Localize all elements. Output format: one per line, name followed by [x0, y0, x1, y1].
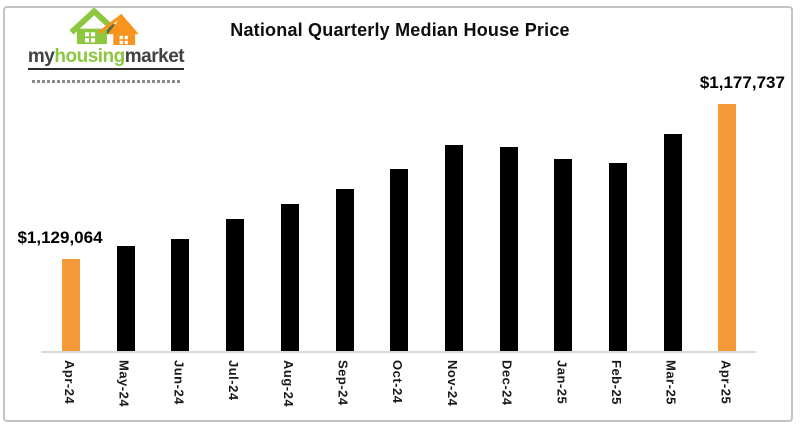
bar-Jan-25[interactable]: [554, 158, 573, 351]
bar-Sep-24[interactable]: [335, 188, 354, 351]
data-label-Apr-25: $1,177,737: [699, 73, 785, 92]
bar-Aug-24[interactable]: [280, 203, 299, 351]
logo-word-market: market: [124, 46, 185, 67]
bar-Jul-24[interactable]: [226, 218, 245, 351]
x-tick-Apr-24: Apr-24: [62, 360, 77, 405]
bar-Nov-24[interactable]: [444, 144, 463, 351]
x-tick-Jul-24: Jul-24: [226, 360, 242, 401]
logo-wordmark: myhousingmarket: [27, 46, 185, 70]
logo-word-my: my: [27, 46, 55, 67]
chart-title: National Quarterly Median House Price: [230, 20, 570, 40]
x-tick-Apr-25: Apr-25: [718, 360, 734, 405]
bar-Jun-24[interactable]: [171, 238, 190, 351]
x-tick-May-24: May-24: [116, 360, 132, 408]
x-axis-line: [41, 351, 756, 353]
bar-Mar-25[interactable]: [663, 133, 682, 351]
x-tick-Feb-25: Feb-25: [609, 360, 624, 405]
bar-Dec-24[interactable]: [499, 147, 518, 351]
x-tick-Sep-24: Sep-24: [335, 360, 351, 406]
x-tick-Jun-24: Jun-24: [171, 360, 187, 405]
bar-Apr-25[interactable]: [718, 104, 737, 351]
bar-Feb-25[interactable]: [609, 162, 627, 351]
data-label-Apr-24: $1,129,064: [17, 227, 103, 247]
bar-Oct-24[interactable]: [390, 168, 409, 351]
x-tick-Mar-25: Mar-25: [663, 360, 679, 405]
x-tick-Jan-25: Jan-25: [554, 360, 570, 405]
logo-houses-icon: [69, 7, 139, 45]
bar-May-24[interactable]: [116, 245, 135, 351]
logo: myhousingmarket: [24, 4, 188, 88]
x-tick-Dec-24: Dec-24: [499, 360, 515, 406]
x-tick-Aug-24: Aug-24: [280, 360, 296, 408]
logo-tagline: [32, 80, 180, 83]
x-tick-Nov-24: Nov-24: [444, 360, 460, 407]
bar-Apr-24[interactable]: [62, 258, 80, 351]
x-tick-Oct-24: Oct-24: [390, 360, 406, 404]
logo-word-housing: housing: [54, 46, 125, 67]
